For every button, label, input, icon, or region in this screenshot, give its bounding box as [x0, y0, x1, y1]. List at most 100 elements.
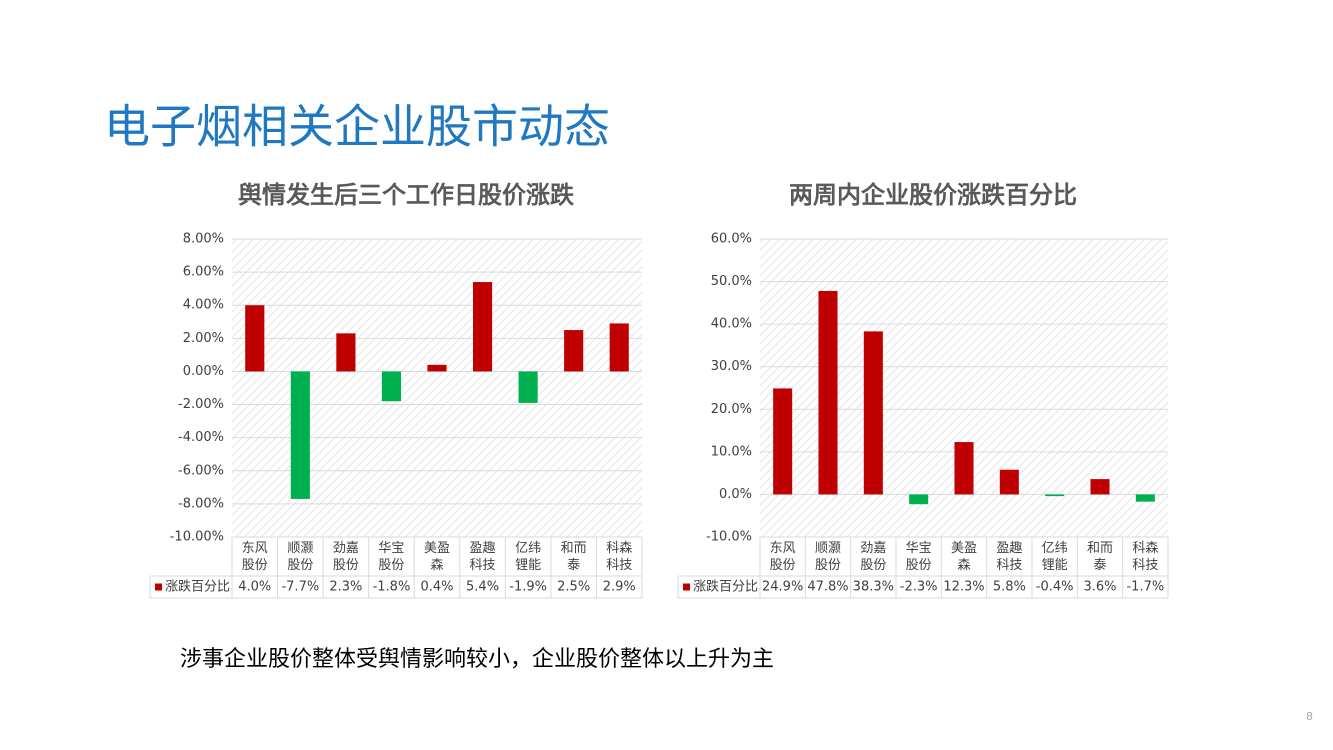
y-tick-label: 30.0%	[711, 359, 752, 374]
x-tick-label-box: 盈趣科技	[996, 540, 1023, 573]
value-label: 24.9%	[762, 580, 803, 595]
value-label: 5.8%	[993, 580, 1026, 595]
value-label: 3.6%	[1083, 580, 1116, 595]
y-tick-label: -10.0%	[706, 530, 752, 545]
y-tick-label: 40.0%	[711, 317, 752, 332]
chart-title: 舆情发生后三个工作日股价涨跌	[238, 181, 575, 209]
bar	[290, 371, 310, 499]
value-label: -2.3%	[900, 580, 938, 595]
x-tick-label: 美盈森	[950, 540, 977, 573]
bar	[336, 333, 356, 372]
x-tick-label: 华宝股份	[378, 540, 405, 573]
x-tick-label: 亿纬锂能	[1041, 540, 1068, 573]
slide-caption: 涉事企业股价整体受舆情影响较小，企业股价整体以上升为主	[180, 647, 774, 672]
x-tick-label: 科森科技	[606, 540, 633, 573]
y-tick-label: -2.00%	[178, 397, 224, 412]
x-tick-label-box: 东风股份	[769, 540, 796, 573]
legend-label: 涨跌百分比	[165, 579, 230, 595]
x-tick-label: 盈趣科技	[469, 540, 496, 573]
slide-title: 电子烟相关企业股市动态	[104, 100, 610, 154]
x-tick-label-box: 盈趣科技	[469, 540, 496, 573]
y-tick-label: 0.00%	[183, 364, 224, 379]
x-tick-label: 盈趣科技	[996, 540, 1023, 573]
value-label: -1.8%	[373, 580, 411, 595]
x-tick-label: 东风股份	[769, 540, 796, 573]
bar	[245, 305, 265, 372]
x-tick-label-box: 顺灏股份	[287, 540, 314, 573]
x-tick-label-box: 华宝股份	[905, 540, 932, 573]
x-tick-label: 美盈森	[423, 540, 450, 573]
value-label: 2.9%	[603, 580, 636, 595]
value-label: -0.4%	[1036, 580, 1074, 595]
x-tick-label: 科森科技	[1132, 540, 1159, 573]
x-tick-label: 顺灏股份	[287, 540, 314, 573]
y-tick-label: -4.00%	[178, 430, 224, 445]
value-label: -1.9%	[509, 580, 547, 595]
x-tick-label-box: 劲嘉股份	[860, 540, 887, 573]
value-label: 5.4%	[466, 580, 499, 595]
value-label: 0.4%	[420, 580, 453, 595]
value-label: 47.8%	[807, 580, 848, 595]
x-tick-label: 和而泰	[1086, 540, 1113, 573]
y-tick-label: -6.00%	[178, 463, 224, 478]
bar	[773, 388, 793, 495]
bar	[909, 494, 929, 505]
x-tick-label-box: 和而泰	[560, 540, 587, 573]
bar	[999, 469, 1019, 495]
x-tick-label: 顺灏股份	[814, 540, 841, 573]
bar	[427, 364, 447, 372]
y-tick-label: 20.0%	[711, 402, 752, 417]
x-tick-label-box: 华宝股份	[378, 540, 405, 573]
x-tick-label: 亿纬锂能	[515, 540, 542, 573]
chart-title: 两周内企业股价涨跌百分比	[789, 181, 1077, 209]
y-tick-label: 4.00%	[183, 298, 224, 313]
bar	[1090, 479, 1110, 495]
bar	[1135, 494, 1155, 502]
x-tick-label: 和而泰	[560, 540, 587, 573]
legend-swatch	[683, 583, 690, 591]
bar	[518, 371, 538, 403]
x-tick-label-box: 美盈森	[423, 540, 450, 573]
y-tick-label: 60.0%	[711, 232, 752, 247]
bar	[472, 282, 493, 372]
bar	[609, 323, 629, 372]
y-tick-label: 6.00%	[183, 265, 224, 280]
y-tick-label: 8.00%	[183, 232, 224, 247]
x-tick-label: 劲嘉股份	[860, 540, 887, 573]
x-tick-label-box: 东风股份	[241, 540, 268, 573]
x-tick-label: 劲嘉股份	[332, 540, 359, 573]
value-label: 12.3%	[943, 580, 984, 595]
value-label: 38.3%	[853, 580, 894, 595]
y-tick-label: -10.00%	[170, 530, 224, 545]
x-tick-label-box: 劲嘉股份	[332, 540, 359, 573]
x-tick-label-box: 顺灏股份	[814, 540, 841, 573]
y-tick-label: 2.00%	[183, 331, 224, 346]
y-tick-label: 10.0%	[711, 444, 752, 459]
value-label: 4.0%	[238, 580, 271, 595]
value-label: 2.3%	[329, 580, 362, 595]
x-tick-label-box: 科森科技	[606, 540, 633, 573]
y-tick-label: 50.0%	[711, 274, 752, 289]
bar	[954, 442, 974, 495]
bar	[818, 290, 838, 495]
y-tick-label: -8.00%	[178, 496, 224, 511]
x-tick-label-box: 美盈森	[950, 540, 977, 573]
x-tick-label-box: 亿纬锂能	[515, 540, 542, 573]
x-tick-label-box: 科森科技	[1132, 540, 1159, 573]
y-tick-label: 0.0%	[719, 487, 752, 502]
value-label: 2.5%	[557, 580, 590, 595]
page-number: 8	[1306, 710, 1313, 723]
x-tick-label: 华宝股份	[905, 540, 932, 573]
x-tick-label: 东风股份	[241, 540, 268, 573]
value-label: -7.7%	[281, 580, 319, 595]
x-tick-label-box: 和而泰	[1086, 540, 1113, 573]
legend-swatch	[155, 583, 162, 591]
legend-label: 涨跌百分比	[693, 579, 758, 595]
bar	[564, 330, 584, 372]
bar	[863, 331, 883, 495]
bar	[381, 371, 402, 402]
value-label: -1.7%	[1126, 580, 1164, 595]
x-tick-label-box: 亿纬锂能	[1041, 540, 1068, 573]
